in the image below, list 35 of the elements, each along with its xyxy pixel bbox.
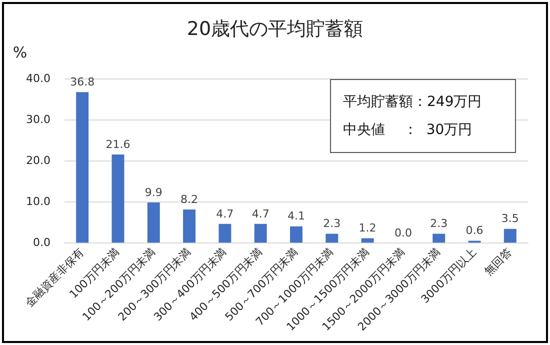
bar [326, 234, 338, 243]
text-box: 平均貯蓄額：249万円 中央値 ： 30万円 [330, 79, 516, 153]
bar [290, 226, 302, 243]
data-label: 4.7 [252, 207, 270, 220]
y-tick-label: 10.0 [26, 195, 50, 208]
bar [254, 224, 267, 243]
annotation: 平均貯蓄額：249万円 [342, 93, 483, 112]
data-label: 4.1 [287, 210, 305, 223]
data-label: 2.3 [430, 217, 448, 230]
data-label: 0.6 [466, 224, 484, 238]
y-tick-label: 40.0 [26, 72, 50, 85]
chart-title: 20歳代の平均貯蓄額 [186, 17, 364, 42]
data-label: 2.3 [323, 217, 341, 230]
y-tick-label: 20.0 [26, 154, 50, 167]
x-tick-label: 無回答 [482, 246, 514, 278]
bar [147, 202, 160, 243]
bar [112, 154, 124, 243]
annotation: 中央値 ： 30万円 [342, 121, 474, 140]
bar [504, 228, 516, 243]
data-label: 9.9 [144, 186, 162, 199]
bar [361, 238, 374, 243]
data-label: 1.2 [358, 222, 376, 235]
bar [218, 224, 232, 243]
bar [183, 210, 196, 243]
data-label: 8.2 [180, 192, 198, 206]
data-label: 3.5 [501, 212, 519, 226]
bar [76, 92, 89, 243]
y-axis-title: % [12, 43, 28, 62]
data-label: 0.0 [394, 226, 412, 240]
data-label: 36.8 [70, 75, 95, 88]
y-tick-label: 30.0 [26, 112, 50, 126]
y-tick-label: 0.0 [32, 236, 50, 250]
data-label: 4.7 [216, 207, 234, 220]
bar [432, 234, 446, 243]
data-label: 21.6 [106, 138, 130, 151]
